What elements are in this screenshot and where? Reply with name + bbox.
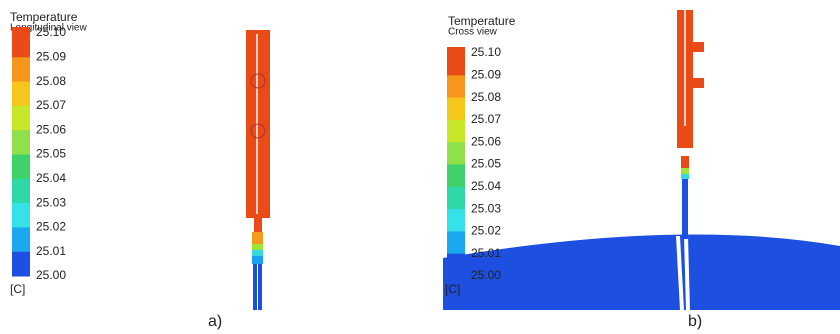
unit-label: [C]: [445, 282, 460, 296]
figure: TemperatureLongitudinal view25.1025.0925…: [0, 0, 840, 334]
legend-label: 25.04: [471, 179, 501, 193]
legend-label: 25.05: [471, 157, 501, 171]
legend-label: 25.08: [471, 90, 501, 104]
color-band: [447, 142, 465, 165]
color-band: [447, 165, 465, 188]
legend-label: 25.10: [471, 45, 501, 59]
color-band: [12, 57, 30, 82]
legend-label: 25.07: [471, 112, 501, 126]
legend-label: 25.06: [471, 134, 501, 148]
color-band: [12, 130, 30, 155]
legend-label: 25.03: [471, 201, 501, 215]
legend-label: 25.08: [36, 74, 66, 88]
legend-label: 25.00: [36, 268, 66, 282]
legend-label: 25.05: [36, 147, 66, 161]
caption: a): [208, 313, 222, 330]
legend-label: 25.02: [471, 224, 501, 238]
legend-label: 25.06: [36, 122, 66, 136]
color-band: [12, 155, 30, 180]
legend-label: 25.03: [36, 195, 66, 209]
color-band: [447, 47, 465, 76]
fluid-domain: [443, 234, 840, 310]
legend-label: 25.00: [471, 268, 501, 282]
color-band: [12, 106, 30, 131]
color-band: [447, 231, 465, 254]
legend-label: 25.07: [36, 98, 66, 112]
color-band: [12, 179, 30, 204]
legend-label: 25.01: [36, 244, 66, 258]
legend-label: 25.10: [36, 25, 66, 39]
color-band: [447, 209, 465, 232]
legend-subtitle: Cross view: [448, 27, 498, 38]
legend-label: 25.01: [471, 246, 501, 260]
legend-label: 25.09: [471, 67, 501, 81]
probe-b: [677, 10, 704, 239]
color-band: [12, 203, 30, 228]
color-band: [447, 98, 465, 121]
color-band: [12, 252, 30, 277]
color-band: [447, 254, 465, 277]
probe-a: [246, 30, 270, 310]
color-band: [447, 120, 465, 143]
legend-label: 25.04: [36, 171, 66, 185]
legend-label: 25.02: [36, 220, 66, 234]
color-band: [12, 82, 30, 107]
color-band: [12, 27, 30, 58]
color-band: [12, 227, 30, 252]
legend-label: 25.09: [36, 49, 66, 63]
unit-label: [C]: [10, 282, 25, 296]
color-band: [447, 187, 465, 210]
color-band: [447, 75, 465, 98]
caption: b): [688, 313, 702, 330]
